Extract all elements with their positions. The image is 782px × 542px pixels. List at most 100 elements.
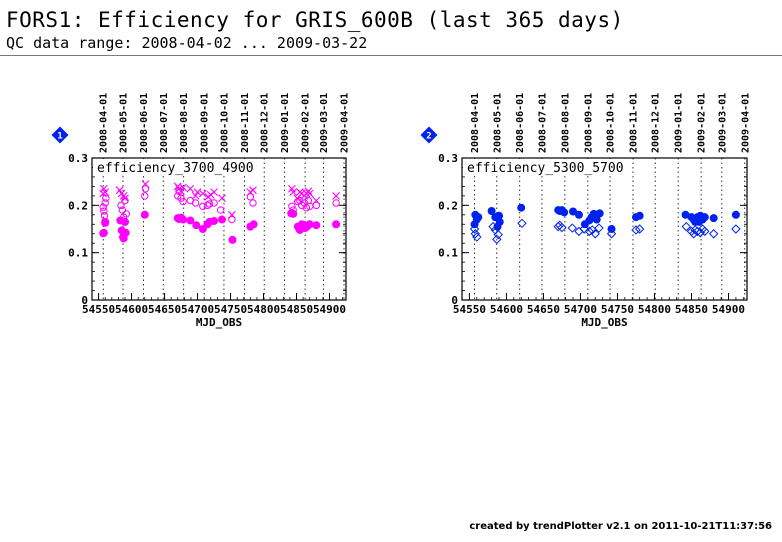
- x-tick-label: 54900: [313, 303, 346, 316]
- panel-number-diamond: [420, 126, 438, 144]
- plot-frame: [461, 157, 748, 301]
- panel-title-background: [93, 159, 249, 176]
- data-point: [198, 189, 207, 198]
- data-point: [228, 215, 236, 224]
- page-subtitle: QC data range: 2008-04-02 ... 2009-03-22: [6, 34, 368, 52]
- data-point: [305, 220, 314, 229]
- x-tick-label: 54550: [453, 303, 486, 316]
- top-axis-date-label: 2008-06-01: [139, 93, 150, 153]
- x-tick-label: 54600: [490, 303, 523, 316]
- data-point: [495, 217, 504, 226]
- data-point: [289, 209, 298, 218]
- x-tick-label: 54850: [280, 303, 313, 316]
- panel-title-background: [463, 159, 619, 176]
- panel-number-label: 1: [57, 132, 62, 142]
- data-point: [289, 206, 297, 214]
- data-point: [203, 201, 212, 210]
- data-point: [700, 213, 709, 222]
- x-tick-label: 54800: [247, 303, 280, 316]
- data-point: [332, 199, 340, 207]
- data-point: [121, 228, 130, 237]
- panel-title: efficiency_3700_4900: [97, 161, 254, 176]
- data-point: [472, 232, 482, 242]
- data-point: [193, 188, 202, 196]
- x-tick-label: 54750: [601, 303, 634, 316]
- panel-title: efficiency_5300_5700: [467, 161, 624, 176]
- data-point: [594, 223, 604, 233]
- data-point: [487, 207, 496, 216]
- y-tick-label: 0.3: [68, 152, 88, 165]
- data-point: [217, 215, 226, 224]
- data-point: [470, 229, 481, 239]
- data-point: [634, 224, 645, 234]
- x-tick-label: 54650: [148, 303, 181, 316]
- data-point: [249, 220, 258, 229]
- data-point: [305, 189, 314, 198]
- data-point: [179, 197, 187, 206]
- data-point: [186, 184, 195, 193]
- data-point: [141, 192, 149, 200]
- data-point: [179, 215, 188, 224]
- data-point: [567, 223, 578, 233]
- top-axis-date-label: 2008-07-01: [159, 93, 170, 153]
- series-open-diamond: [469, 218, 741, 245]
- data-point: [595, 209, 604, 218]
- data-point: [191, 199, 200, 207]
- top-axis-date-label: 2008-08-01: [560, 93, 571, 153]
- data-point: [102, 194, 110, 202]
- y-tick-label: 0.2: [438, 199, 458, 212]
- data-point: [700, 226, 710, 237]
- data-point: [179, 183, 187, 192]
- series-cross: [99, 180, 340, 219]
- chart-panel-2: 2 2008-04-01 2008-05-01 2008-06-01 2008-07-0…: [420, 93, 751, 329]
- y-tick-label: 0.1: [68, 247, 88, 260]
- data-point: [681, 221, 692, 232]
- x-tick-label: 54850: [675, 303, 708, 316]
- top-axis-date-label: 2008-11-01: [629, 93, 640, 153]
- data-point: [488, 221, 498, 232]
- data-point: [300, 199, 309, 207]
- data-point: [205, 200, 214, 208]
- top-axis-date-label: 2008-09-01: [200, 93, 211, 153]
- x-tick-label: 54700: [564, 303, 597, 316]
- data-point: [584, 226, 595, 237]
- data-point: [100, 207, 108, 215]
- data-point: [469, 224, 480, 234]
- top-axis-date-label: 2008-12-01: [651, 93, 662, 153]
- y-tick-label: 0.3: [438, 152, 458, 165]
- data-point: [690, 225, 700, 235]
- top-axis-date-label: 2008-07-01: [537, 93, 548, 153]
- data-point: [218, 194, 226, 203]
- data-point: [517, 218, 527, 229]
- data-point: [177, 187, 185, 196]
- top-axis-date-label: 2008-05-01: [119, 93, 130, 153]
- top-axis-date-label: 2008-12-01: [260, 93, 271, 153]
- top-axis-date-label: 2009-03-01: [717, 93, 728, 153]
- x-tick-label: 54600: [115, 303, 148, 316]
- top-axis-date-label: 2008-08-01: [179, 93, 190, 153]
- y-tick-label: 0.1: [438, 247, 458, 260]
- data-point: [695, 228, 706, 238]
- data-point: [302, 204, 311, 212]
- data-point: [101, 188, 110, 196]
- data-point: [288, 202, 296, 210]
- footer-credit: created by trendPlotter v2.1 on 2011-10-…: [469, 521, 772, 532]
- data-point: [99, 228, 108, 237]
- data-point: [731, 224, 741, 234]
- data-point: [474, 213, 483, 222]
- data-point: [557, 222, 567, 233]
- top-axis-date-label: 2009-04-01: [740, 93, 751, 153]
- top-axis-date-label: 2009-03-01: [319, 93, 330, 153]
- data-point: [117, 201, 125, 210]
- top-axis-date-label: 2009-01-01: [674, 93, 685, 153]
- plot-frame: [91, 157, 347, 301]
- data-point: [607, 225, 616, 233]
- data-point: [332, 220, 341, 229]
- data-point: [574, 210, 583, 219]
- top-axis-date-label: 2008-04-01: [470, 93, 481, 153]
- top-axis-date-label: 2008-05-01: [492, 93, 503, 153]
- data-point: [186, 216, 195, 225]
- top-axis-date-label: 2009-04-01: [340, 93, 351, 153]
- data-point: [312, 221, 321, 230]
